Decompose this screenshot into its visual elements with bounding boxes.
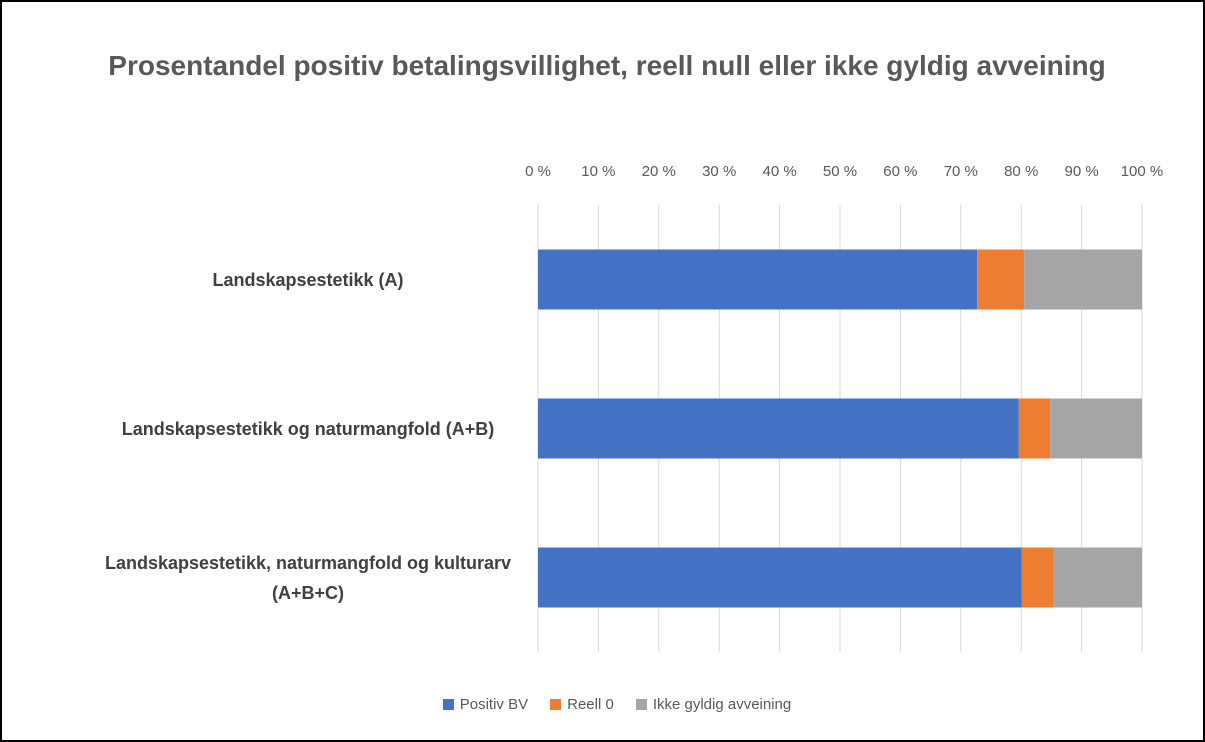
legend: Positiv BV Reell 0 Ikke gyldig avveining (2, 696, 1203, 713)
bar-segment (1050, 398, 1142, 459)
y-tick-label: Landskapsestetikk og naturmangfold (A+B) (121, 418, 495, 439)
legend-swatch (550, 699, 562, 710)
legend-label: Reell 0 (567, 696, 614, 713)
legend-swatch (635, 699, 647, 710)
legend-item: Ikke gyldig avveining (635, 696, 792, 713)
y-tick-label: Landskapsestetikk (A) (212, 269, 404, 290)
bar-segment (1018, 398, 1051, 459)
legend-label: Ikke gyldig avveining (652, 696, 792, 713)
chart-title: Prosentandel positiv betalingsvillighet,… (108, 50, 1106, 81)
x-tick-label: 90 % (1064, 163, 1098, 180)
x-tick-label: 50 % (823, 163, 857, 180)
legend-swatch (442, 699, 454, 710)
x-tick-label: 0 % (525, 163, 551, 180)
bar-segment (538, 398, 1019, 459)
legend-item: Positiv BV (442, 696, 529, 713)
y-tick-label: Landskapsestetikk, naturmangfold og kult… (104, 552, 512, 603)
x-tick-label: 100 % (1121, 163, 1164, 180)
x-tick-label: 70 % (944, 163, 978, 180)
x-tick-label: 40 % (762, 163, 796, 180)
bar-segment (1024, 249, 1142, 310)
legend-item: Reell 0 (550, 696, 614, 713)
x-tick-label: 20 % (642, 163, 676, 180)
x-tick-label: 10 % (581, 163, 615, 180)
bar-segment (1021, 547, 1054, 608)
legend-label: Positiv BV (459, 696, 529, 713)
x-tick-label: 80 % (1004, 163, 1038, 180)
x-tick-label: 60 % (883, 163, 917, 180)
bar-segment (538, 249, 978, 310)
bar-segment (538, 547, 1022, 608)
x-tick-label: 30 % (702, 163, 736, 180)
bar-segment (977, 249, 1025, 310)
bar-segment (1053, 547, 1142, 608)
